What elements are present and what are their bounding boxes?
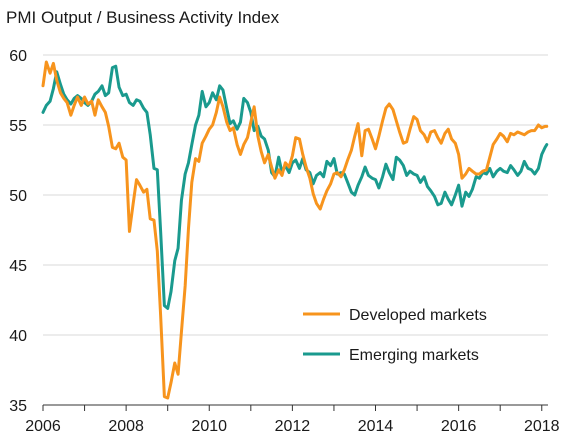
y-tick-label-50: 50: [9, 188, 27, 205]
series-lines: [41, 60, 549, 400]
x-tick-label-2008: 2008: [108, 418, 144, 435]
x-tick-label-2012: 2012: [275, 418, 311, 435]
y-tick-label-35: 35: [9, 398, 27, 415]
x-tick-label-2010: 2010: [191, 418, 227, 435]
legend-label-emerging-markets: Emerging markets: [349, 347, 479, 364]
gridlines: [43, 54, 548, 336]
y-tick-label-55: 55: [9, 118, 27, 135]
series-line-developed-markets: [41, 60, 549, 400]
chart-title: PMI Output / Business Activity Index: [6, 8, 280, 27]
x-tick-label-2018: 2018: [524, 418, 560, 435]
x-tick-label-2016: 2016: [441, 418, 477, 435]
series-line-emerging-markets: [41, 64, 549, 310]
x-tick-label-2006: 2006: [25, 418, 61, 435]
axis-ticks: 35 40 45 50 55 60 2006 2008 2010 2012 2014 2016 2018: [9, 48, 559, 435]
x-tick-label-2014: 2014: [358, 418, 394, 435]
legend-label-developed-markets: Developed markets: [349, 307, 487, 324]
y-tick-label-60: 60: [9, 48, 27, 65]
legend: Developed markets Emerging markets: [303, 307, 487, 364]
y-tick-label-45: 45: [9, 258, 27, 275]
y-tick-label-40: 40: [9, 328, 27, 345]
